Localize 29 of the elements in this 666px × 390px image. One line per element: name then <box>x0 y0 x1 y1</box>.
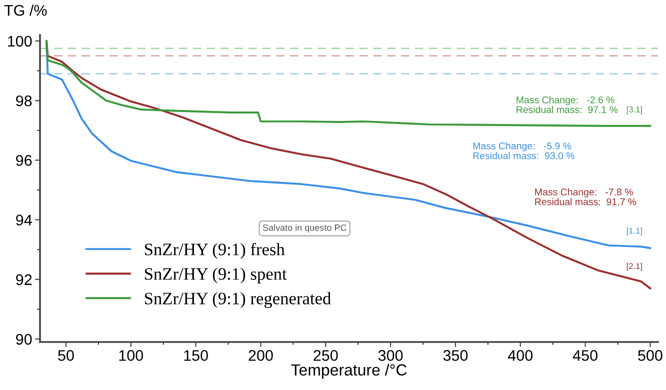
x-tick-label: 300 <box>378 350 403 361</box>
x-tick-label: 50 <box>58 350 74 361</box>
x-tick-label: 400 <box>508 350 533 361</box>
x-tick-label: 500 <box>638 350 662 361</box>
y-tick-label: 90 <box>16 334 32 345</box>
annotation: [2.1] <box>626 262 642 271</box>
y-axis-title: TG /% <box>4 4 47 16</box>
x-tick-label: 150 <box>184 350 208 361</box>
legend-label: SnZr/HY (9:1) regenerated <box>144 292 331 308</box>
annotation: [3.1] <box>626 106 642 114</box>
annotation: Mass Change: -5.9 % Residual mass: 93.0 % <box>473 142 574 160</box>
x-axis-title: Temperature /°C <box>291 364 407 379</box>
annotation: [1.1] <box>626 228 642 236</box>
annotation: Salvato in questo PC <box>262 224 346 233</box>
annotation: Mass Change: -2.6 % Residual mass: 97.1 % <box>516 96 618 114</box>
x-tick-label: 100 <box>119 350 144 361</box>
y-tick-label: 94 <box>16 214 32 226</box>
x-tick-label: 350 <box>443 350 468 361</box>
y-tick-label: 98 <box>16 95 32 106</box>
y-tick-label: 100 <box>8 36 32 47</box>
x-tick-label: 200 <box>248 350 273 361</box>
x-tick-label: 450 <box>572 350 598 361</box>
legend-label: SnZr/HY (9:1) fresh <box>144 242 285 259</box>
annotation: Mass Change: -7.8 % Residual mass: 91.7 % <box>535 188 636 206</box>
legend-label: SnZr/HY (9:1) spent <box>144 268 287 284</box>
line-series <box>46 40 652 127</box>
y-tick-label: 96 <box>16 155 32 166</box>
x-tick-label: 250 <box>314 350 338 361</box>
y-tick-label: 92 <box>16 274 32 286</box>
